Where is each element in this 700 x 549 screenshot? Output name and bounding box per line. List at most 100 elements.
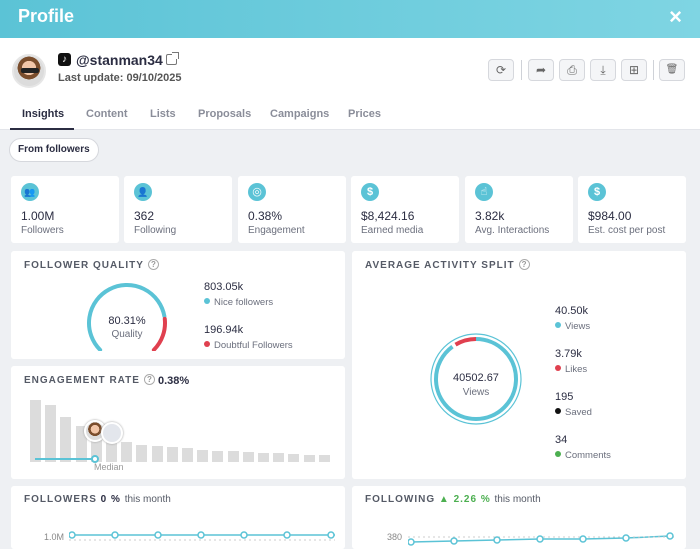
distribution-bar [318,455,330,462]
following-growth-panel: FOLLOWING ▲ 2.26 % this month 380 [352,486,686,549]
help-icon[interactable]: ? [143,374,155,385]
external-link-icon[interactable] [166,52,179,65]
stat-card-earned-media: $ $8,424.16 Earned media [351,176,459,243]
help-icon[interactable]: ? [518,259,530,270]
distribution-bar [151,446,163,462]
donut-center-value: 40502.67 [453,372,499,384]
donut-likes-arc [434,337,518,421]
tiktok-icon: ♪ [58,53,71,66]
data-point [327,531,335,539]
distribution-bar [30,400,41,462]
median-marker [91,455,99,463]
action-toolbar: ⟳ ➦ ⎙ ⤓ ⊞ 🗑 [488,59,688,81]
distribution-bar [288,454,300,462]
panel-title: FOLLOWER QUALITY? [24,259,159,271]
period-label: this month [494,494,541,505]
follower-quality-panel: FOLLOWER QUALITY? 80.31% Quality 803.05k… [11,251,345,359]
data-point [154,531,162,539]
comments-label: Comments [555,450,611,461]
distribution-bar [258,453,269,462]
panel-title: FOLLOWING ▲ 2.26 % this month [365,494,541,505]
distribution-bar [182,448,193,462]
distribution-bar [121,442,133,462]
stat-card-engagement: ◎ 0.38% Engagement [238,176,346,243]
doubtful-followers-value: 196.94k [204,324,244,336]
window-title: Profile [18,6,75,26]
engagement-distribution [11,366,345,479]
print-button[interactable]: ⎙ [559,59,585,81]
tab-content[interactable]: Content [86,108,128,120]
legend-dot [204,341,210,347]
stat-label: Followers [21,225,64,236]
legend-dot [555,451,561,457]
data-point [197,531,205,539]
gauge-doubtful-arc [151,316,167,351]
distribution-bar [212,451,224,462]
distribution-bar [45,405,57,462]
stat-value: 1.00M [21,209,55,223]
close-icon[interactable]: × [669,4,682,29]
data-point [666,532,674,540]
likes-label: Likes [555,364,587,375]
engagement-rate-value: 0.38% [158,375,190,387]
data-point [579,535,587,543]
median-line [35,458,95,460]
activity-donut: 40502.67 Views [430,333,522,425]
followers-line-chart [69,531,335,541]
followers-growth-panel: FOLLOWERS 0 % this month 1.0M [11,486,345,549]
legend-dot [555,322,561,328]
refresh-button[interactable]: ⟳ [488,59,514,81]
distribution-bar [136,445,148,462]
last-update: Last update: 09/10/2025 [58,72,182,84]
data-point [536,535,544,543]
dollar-icon: $ [588,183,606,201]
followers-change: 0 % [100,494,121,505]
delete-button[interactable]: 🗑 [659,59,685,81]
stat-value: 362 [134,209,155,223]
profile-header: ♪ @stanman34 Last update: 09/10/2025 ⟳ ➦… [0,38,700,130]
following-line-chart [408,532,674,546]
nice-followers-value: 803.05k [204,281,244,293]
share-button[interactable]: ➦ [528,59,554,81]
stat-value: 3.82k [475,209,505,223]
stat-label: Est. cost per post [588,225,666,236]
views-value: 40.50k [555,305,589,317]
period-label: this month [124,494,171,505]
saved-label: Saved [555,407,592,418]
download-button[interactable]: ⤓ [590,59,616,81]
stat-value: 0.38% [248,209,283,223]
tab-insights[interactable]: Insights [22,108,65,120]
tab-proposals[interactable]: Proposals [198,108,252,120]
from-followers-filter[interactable]: From followers [9,138,99,162]
stat-label: Avg. Interactions [475,225,550,236]
tab-campaigns[interactable]: Campaigns [270,108,330,120]
y-tick: 1.0M [44,532,65,542]
following-change: 2.26 % [453,494,491,505]
median-label: Median [94,462,124,472]
engagement-rate-panel: ENGAGEMENT RATE? 0.38% Median [11,366,345,479]
add-to-list-button[interactable]: ⊞ [621,59,647,81]
data-point [408,538,415,546]
data-point [622,534,630,542]
help-icon[interactable]: ? [147,259,159,270]
median-avatar-marker [101,422,123,444]
stat-value: $984.00 [588,209,632,223]
tab-lists[interactable]: Lists [150,108,176,120]
views-label: Views [555,321,590,332]
likes-value: 3.79k [555,348,582,360]
panel-title: FOLLOWERS 0 % this month [24,494,171,505]
divider [521,60,522,80]
divider [653,60,654,80]
window-header: Profile × [0,0,700,38]
data-point [493,536,501,544]
stat-label: Following [134,225,177,236]
users-icon: 👥 [21,183,39,201]
tab-prices[interactable]: Prices [348,108,382,120]
stat-value: $8,424.16 [361,209,415,223]
panel-title: AVERAGE ACTIVITY SPLIT? [365,259,530,271]
doubtful-followers-label: Doubtful Followers [204,340,293,351]
data-point [450,537,458,545]
user-icon: 👤 [134,183,152,201]
panel-title: ENGAGEMENT RATE? [24,374,155,386]
profile-handle: @stanman34 [76,52,163,68]
